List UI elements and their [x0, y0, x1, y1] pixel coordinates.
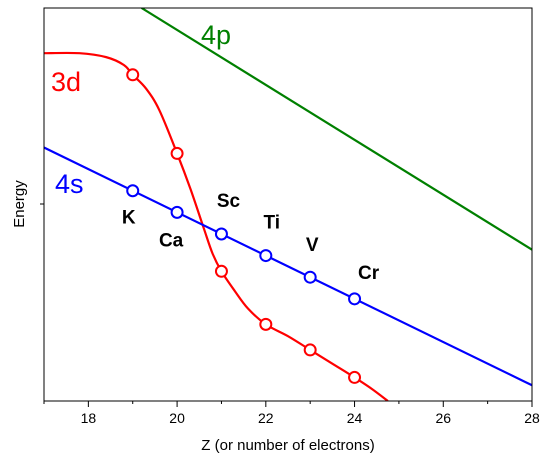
- data-point-3d-2: [214, 264, 228, 278]
- data-point-4s-4: [303, 270, 317, 284]
- series-line-4s: [44, 146, 532, 387]
- element-label-ti: Ti: [264, 213, 281, 234]
- element-label-sc: Sc: [217, 191, 241, 212]
- x-axis-title: Z (or number of electrons): [201, 437, 374, 454]
- element-label-ca: Ca: [159, 230, 184, 251]
- x-tick-label: 26: [435, 410, 451, 426]
- data-point-4s-2: [214, 227, 228, 241]
- series-label-4p: 4p: [201, 20, 231, 50]
- data-point-4s-1: [170, 205, 184, 219]
- x-tick-label: 18: [81, 410, 97, 426]
- element-label-cr: Cr: [358, 263, 380, 284]
- x-tick-label: 20: [169, 410, 185, 426]
- x-tick-label: 28: [524, 410, 540, 426]
- data-point-3d-1: [170, 146, 184, 160]
- element-label-v: V: [306, 235, 319, 256]
- series-line-4p: [141, 8, 532, 251]
- series-label-3d: 3d: [51, 67, 81, 97]
- series-label-4s: 4s: [55, 169, 84, 199]
- y-axis-title: Energy: [11, 180, 28, 228]
- x-tick-label: 24: [347, 410, 363, 426]
- series-line-3d: [44, 51, 389, 401]
- data-point-3d-5: [348, 370, 362, 384]
- data-point-4s-5: [348, 292, 362, 306]
- x-tick-label: 22: [258, 410, 274, 426]
- data-point-4s-3: [259, 249, 273, 263]
- data-point-4s-0: [126, 184, 140, 198]
- data-point-3d-0: [126, 68, 140, 82]
- data-point-3d-3: [259, 317, 273, 331]
- data-point-3d-4: [303, 343, 317, 357]
- element-label-k: K: [122, 208, 136, 229]
